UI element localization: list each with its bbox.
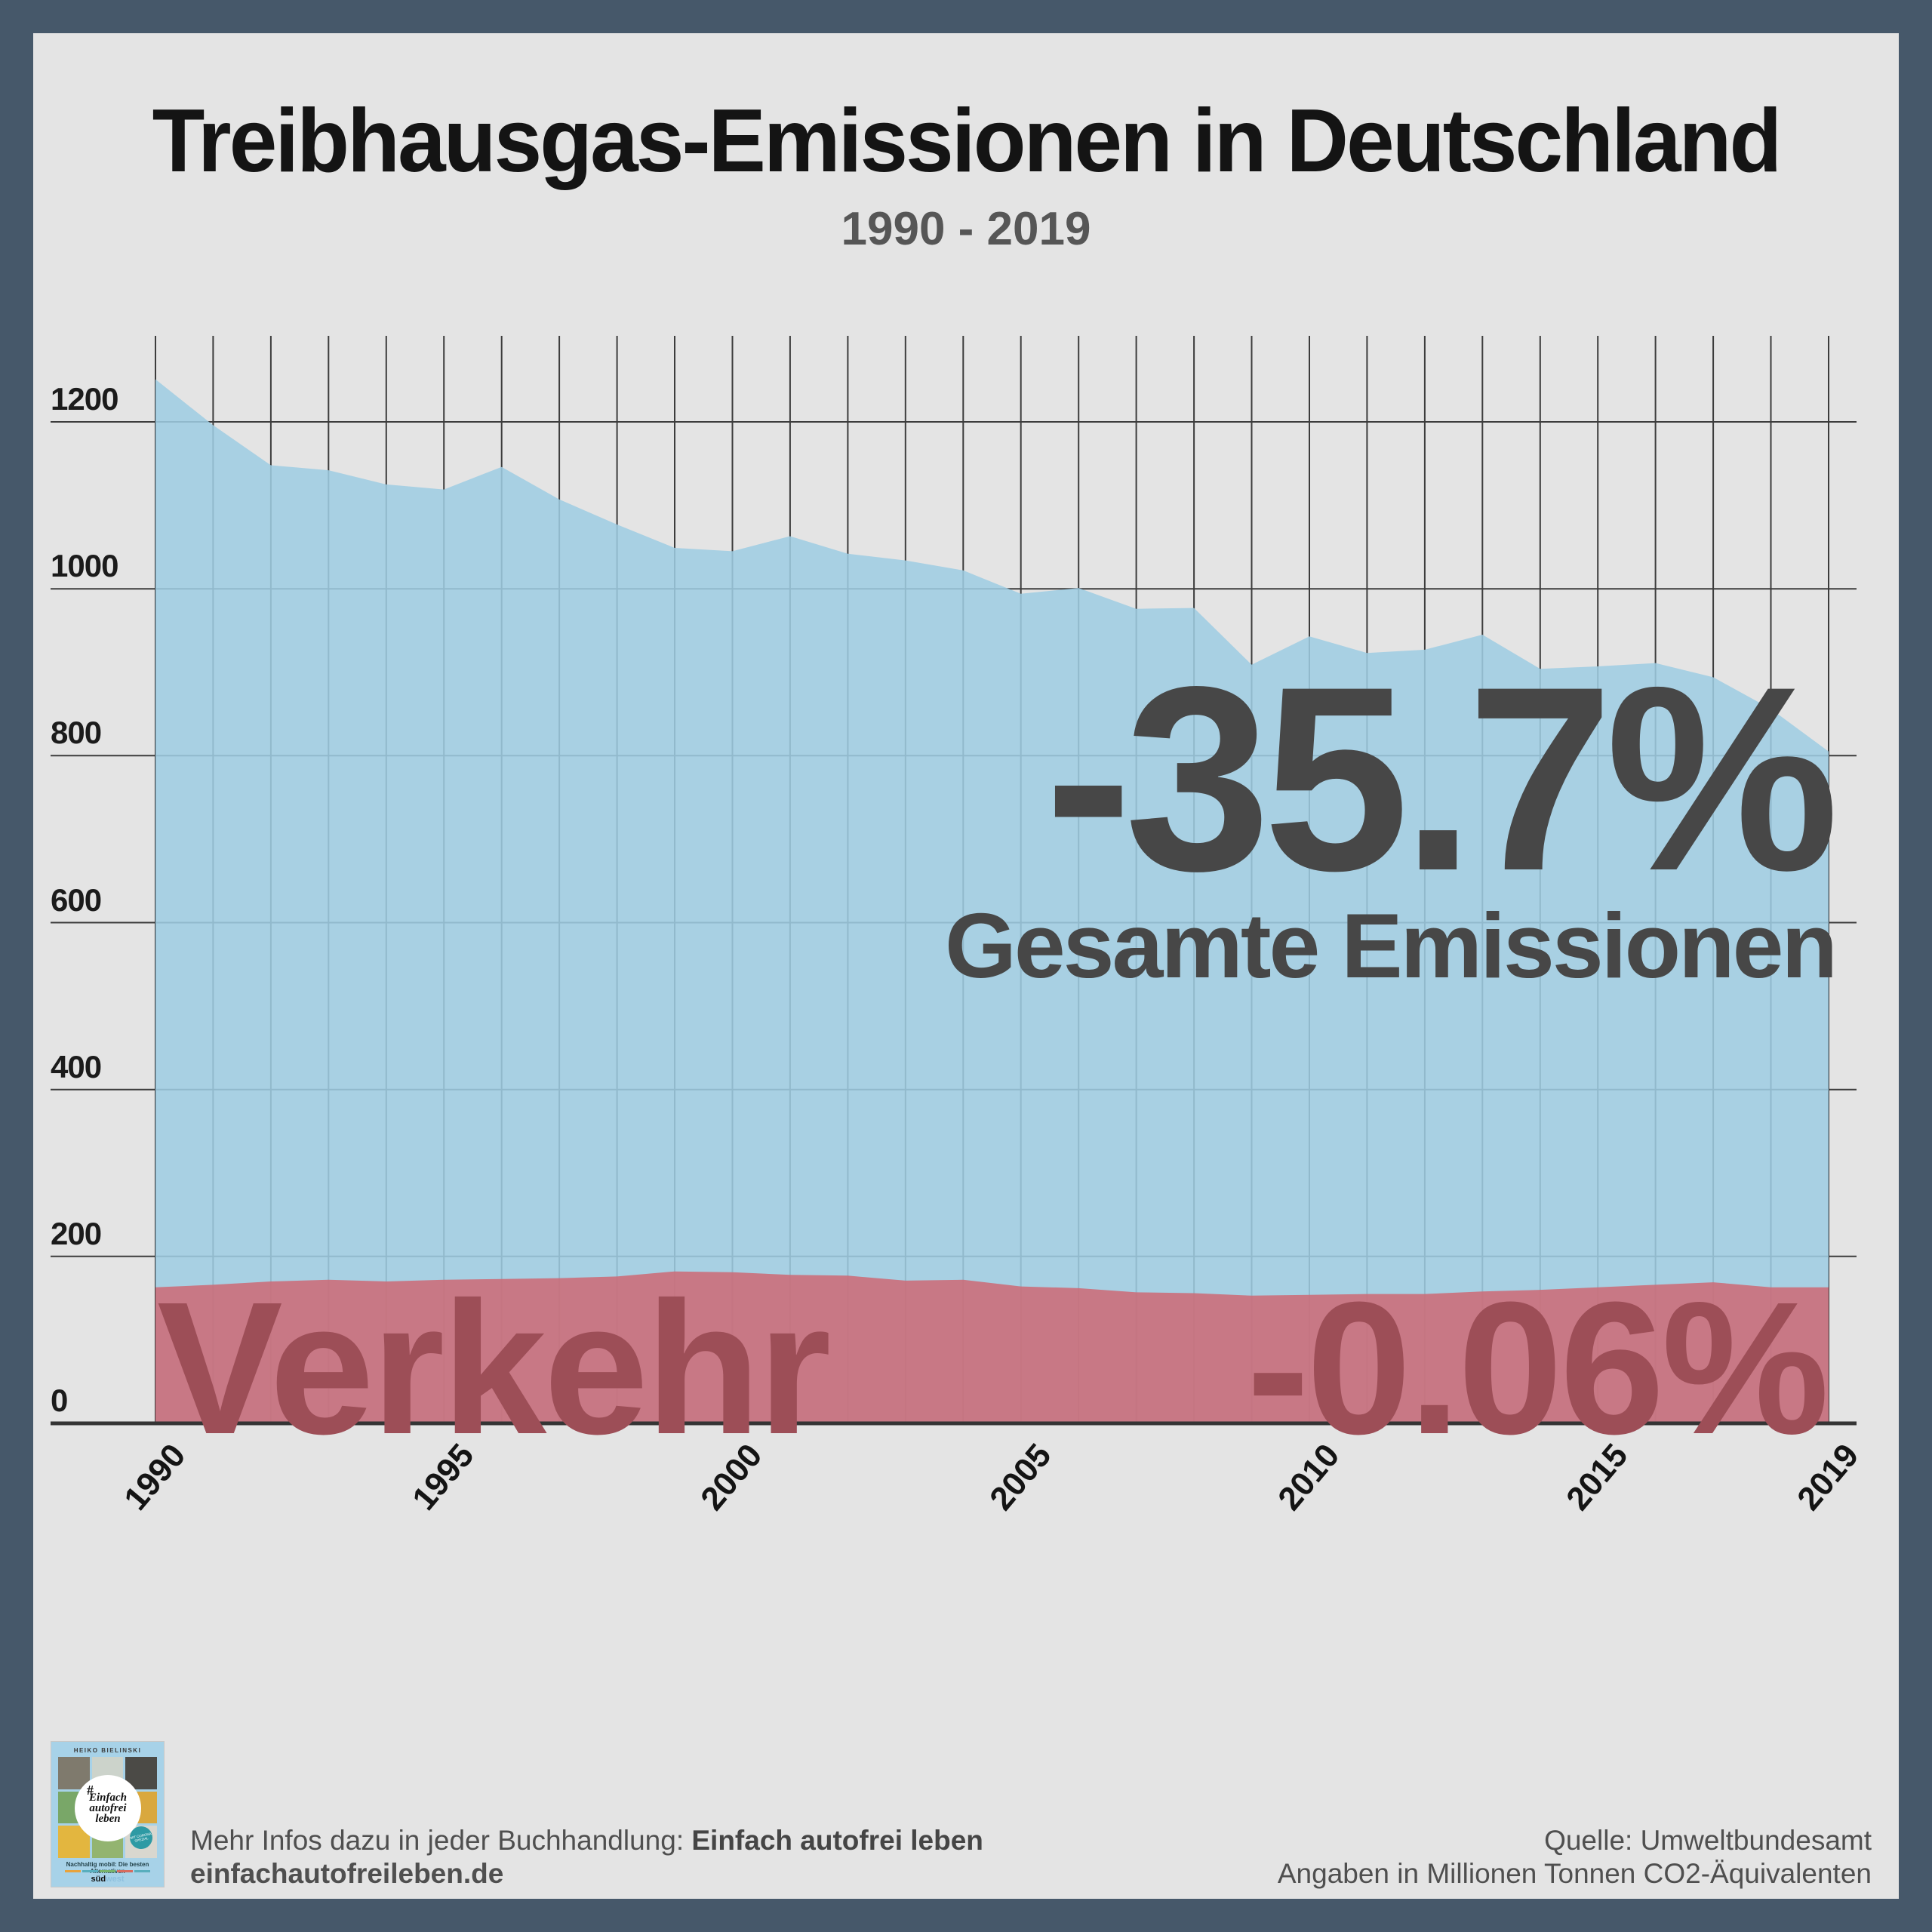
footer-website-link[interactable]: einfachautofreileben.de: [190, 1858, 504, 1889]
y-tick-label: 600: [51, 881, 102, 918]
book-publisher-logo: südwest: [51, 1875, 164, 1884]
publisher-west: west: [106, 1875, 125, 1884]
book-title-line: autofrei: [89, 1801, 127, 1814]
y-tick-label: 800: [51, 715, 102, 751]
total-change-label: Gesamte Emissionen: [944, 894, 1838, 997]
transport-label: Verkehr: [157, 1263, 831, 1473]
y-tick-label: 1200: [51, 381, 118, 417]
book-decorative-segment: [117, 1870, 133, 1872]
footer-book-hint-text: Mehr Infos dazu in jeder Buchhandlung:: [190, 1825, 692, 1856]
page-subtitle: 1990 - 2019: [841, 203, 1091, 255]
y-tick-label: 200: [51, 1215, 102, 1251]
y-tick-label: 1000: [51, 548, 118, 584]
book-decorative-line: [65, 1870, 150, 1872]
y-tick-label: 0: [51, 1383, 68, 1418]
total-change-value: -35.7%: [1044, 632, 1839, 925]
book-cover: HEIKO BIELINSKI # Einfach autofrei leben…: [51, 1742, 164, 1887]
transport-change-value: -0.06%: [1246, 1263, 1829, 1473]
page-title: Treibhausgas-Emissionen in Deutschland: [152, 91, 1783, 191]
book-decorative-segment: [82, 1870, 98, 1872]
footer-book-hint: Mehr Infos dazu in jeder Buchhandlung: E…: [190, 1825, 983, 1857]
book-decorative-segment: [134, 1870, 150, 1872]
book-title-circle: # Einfach autofrei leben: [75, 1775, 141, 1841]
footer-unit-note: Angaben in Millionen Tonnen CO2-Äquivale…: [1277, 1858, 1872, 1889]
book-decorative-segment: [65, 1870, 81, 1872]
book-title-line: leben: [95, 1813, 121, 1826]
book-title-line: Einfach: [88, 1791, 127, 1804]
publisher-sued: süd: [91, 1875, 106, 1884]
footer-book-title: Einfach autofrei leben: [691, 1825, 983, 1856]
footer-source: Quelle: Umweltbundesamt: [1544, 1825, 1872, 1856]
book-author: HEIKO BIELINSKI: [73, 1747, 142, 1754]
book-subtitle: Nachhaltig mobil: Die besten Alternative…: [66, 1861, 149, 1875]
y-tick-label: 400: [51, 1048, 102, 1084]
book-decorative-segment: [100, 1870, 115, 1872]
book-hashtag: #: [87, 1783, 94, 1798]
